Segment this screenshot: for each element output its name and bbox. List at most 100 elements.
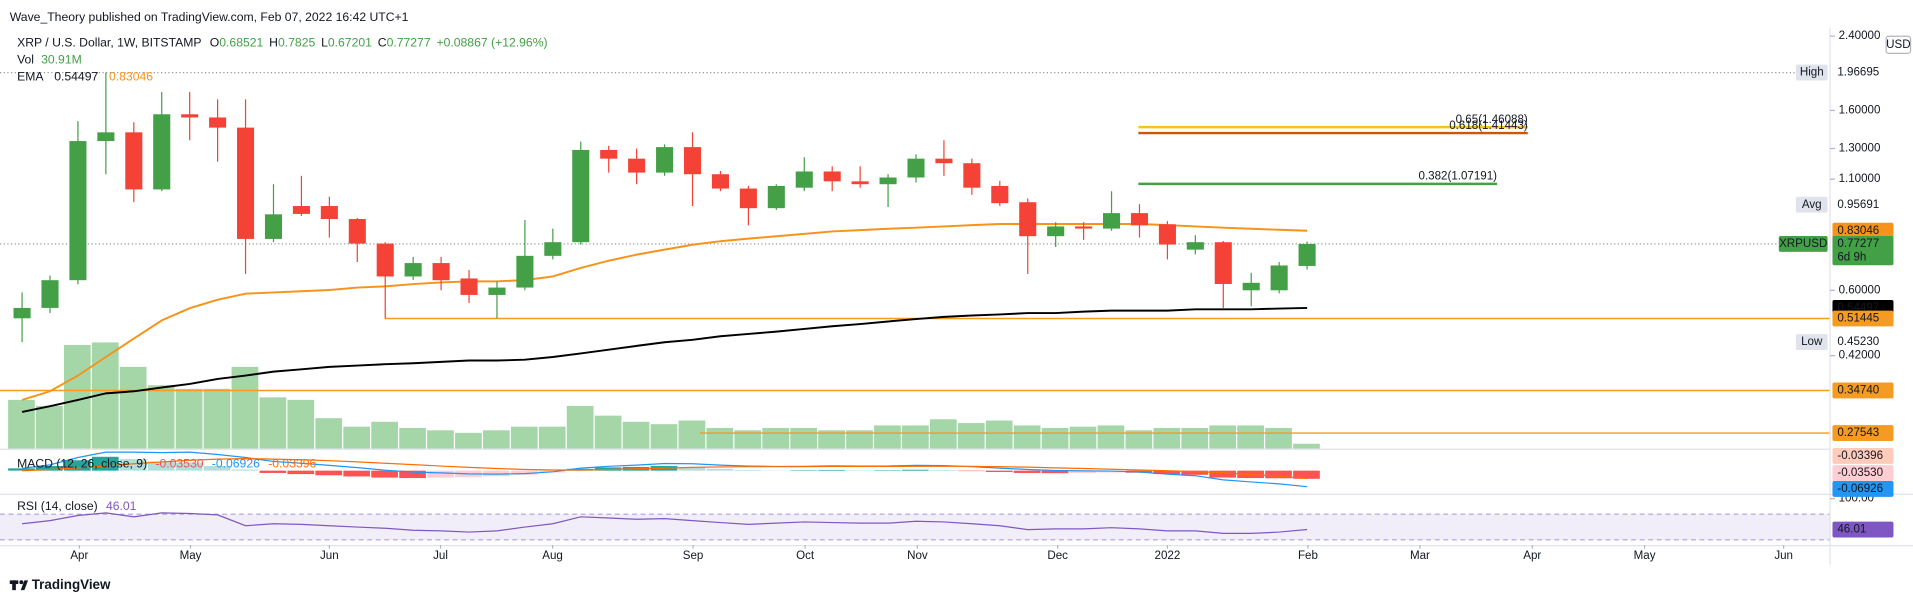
macd-histogram-bar <box>818 469 845 471</box>
price-badge-bg <box>1832 235 1894 266</box>
volume-key: Vol <box>17 53 34 67</box>
x-tick-label: Jul <box>433 550 448 562</box>
macd-title: MACD (12, 26, close, 9) <box>17 457 147 471</box>
candle-body <box>125 132 143 190</box>
level-label: Avg <box>1802 199 1822 211</box>
volume-bar <box>957 423 985 449</box>
rsi-badge-text: 46.01 <box>1837 524 1866 536</box>
level-badge: 0.95691 <box>1832 196 1894 213</box>
x-tick-label: Apr <box>1523 550 1541 562</box>
fib-label: 0.618(1.41443) <box>1449 120 1528 132</box>
hline-badge-text: 0.34740 <box>1837 385 1879 397</box>
candle-body <box>376 243 394 277</box>
x-tick-label: Aug <box>542 550 563 562</box>
x-tick-label: Dec <box>1047 550 1068 562</box>
plot-area: 0.65(1.46088)0.618(1.41443) 0.382(1.07191… <box>0 71 1831 541</box>
ema-badge: 0.83046 <box>1832 222 1894 239</box>
macd-histogram-bar <box>287 470 315 475</box>
macd-line <box>22 451 1308 488</box>
ema-value: 0.83046 <box>109 70 153 84</box>
volume-bar <box>427 430 454 449</box>
macd-value: -0.03396 <box>268 457 316 471</box>
macd-legend: MACD (12, 26, close, 9) -0.03530 -0.0692… <box>17 457 316 471</box>
logo-shape <box>12 580 16 591</box>
macd-histogram-bar <box>734 469 762 471</box>
candle-body <box>97 132 115 142</box>
symbol-legend: XRP / U.S. Dollar, 1W, BITSTAMP O0.68521… <box>17 36 548 50</box>
x-tick-label: Feb <box>1298 550 1318 562</box>
x-tick-label: May <box>180 550 202 562</box>
ohlc-key: C <box>378 36 387 50</box>
ohlc-value: 0.77277 <box>387 36 431 50</box>
volume-bar <box>1265 427 1292 449</box>
volume-bar <box>203 388 231 449</box>
candle-body <box>13 307 31 319</box>
change: +0.08867 (+12.96%) <box>436 36 547 50</box>
ohlc-key: O <box>210 36 219 50</box>
x-tick-label: 2022 <box>1155 550 1181 562</box>
macd-histogram-bar <box>1293 470 1320 479</box>
level-label-bg <box>1795 196 1828 213</box>
currency[interactable]: USD <box>1886 39 1910 51</box>
y-tick-label: 1.30000 <box>1839 143 1881 155</box>
macd-histogram-bar <box>231 469 259 471</box>
histogram-badge: -0.03530 <box>1832 465 1894 481</box>
volume-value: 30.91M <box>41 53 82 67</box>
countdown: 6d 9h <box>1837 251 1866 263</box>
logo-shape <box>19 580 24 585</box>
candle-body <box>1270 265 1288 291</box>
macd-histogram-bar <box>706 468 734 471</box>
footer-logo <box>9 580 29 591</box>
candle-body <box>432 263 450 281</box>
ema-badge-bg <box>1832 222 1894 239</box>
candle-body <box>767 185 785 209</box>
volume-bar <box>231 366 259 449</box>
candle-body <box>628 158 646 173</box>
candle-body <box>683 147 702 175</box>
candle-body <box>711 174 729 189</box>
macd-histogram-bar <box>1181 470 1209 475</box>
candle-body <box>404 263 422 277</box>
y-tick-label: 1.10000 <box>1839 173 1881 185</box>
macd-histogram-bar <box>678 466 706 471</box>
level-badge-bg <box>1832 334 1894 351</box>
ohlc-key: L <box>321 36 328 50</box>
x-tick-label: Jun <box>320 550 339 562</box>
candle-body <box>1298 243 1316 266</box>
ema-legend: EMA 0.54497 0.83046 <box>17 70 153 84</box>
macd-histogram-bar <box>147 461 175 471</box>
macd-value: -0.06926 <box>212 457 260 471</box>
candle-body <box>544 242 562 256</box>
volume-bar <box>929 419 957 449</box>
volume-bar <box>622 421 650 449</box>
hline-badge-bg <box>1832 382 1894 399</box>
hline-badge-text: 0.27543 <box>1837 427 1879 439</box>
ohlc-value: 0.67201 <box>328 36 372 50</box>
volume-bar <box>650 424 678 449</box>
signal-badge: -0.03396 <box>1832 448 1894 464</box>
candle-body <box>181 114 199 118</box>
hline-badge-text: 0.51445 <box>1837 313 1879 325</box>
currency-box[interactable] <box>1885 35 1912 54</box>
volume-bar <box>818 430 845 449</box>
x-tick-label: May <box>1634 550 1656 562</box>
level-badge-text: 0.45230 <box>1837 336 1879 348</box>
candle-body <box>69 141 87 281</box>
volume-bar <box>790 427 818 449</box>
level-label-bg <box>1795 334 1828 351</box>
level-badge: 1.96695 <box>1832 64 1894 81</box>
y-tick-label: 0.42000 <box>1839 350 1881 362</box>
candle-body <box>1130 213 1149 226</box>
macd-badge-bg <box>1832 480 1894 497</box>
volume-bar <box>762 427 790 449</box>
publisher: Wave_Theory published on TradingView.com… <box>10 10 409 24</box>
candle-body <box>963 163 981 188</box>
volume-bar <box>119 366 147 449</box>
logo-shape <box>20 580 29 591</box>
candle-body <box>292 206 310 214</box>
macd-histogram-bar <box>203 466 231 471</box>
volume-bar <box>1013 425 1041 449</box>
background <box>0 3 1913 599</box>
rsi-value: 46.01 <box>106 499 137 513</box>
macd-histogram-bar <box>63 460 91 471</box>
